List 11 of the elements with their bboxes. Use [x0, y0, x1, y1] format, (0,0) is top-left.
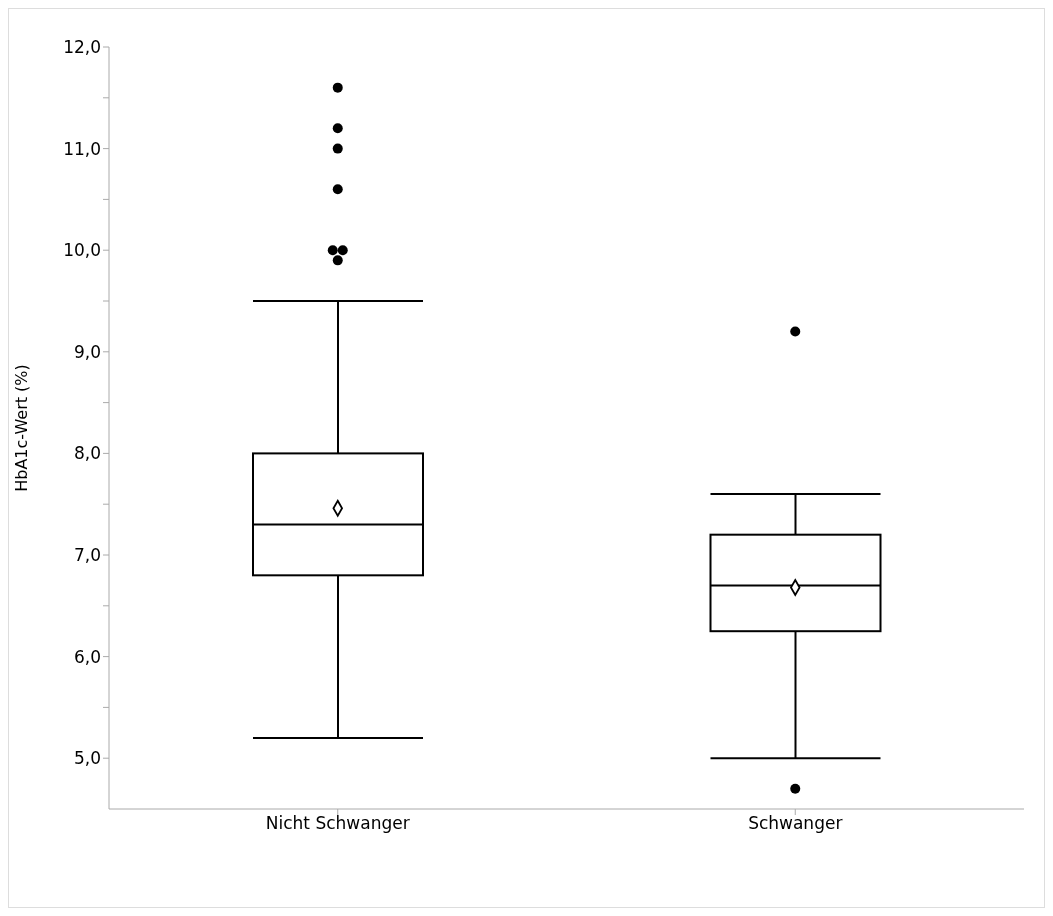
y-axis-title: HbA1c-Wert (%) [11, 364, 31, 492]
y-tick-label: 10,0 [63, 240, 101, 261]
y-tick-label: 12,0 [63, 37, 101, 58]
y-tick-label: 7,0 [73, 545, 101, 566]
x-tick-label: Nicht Schwanger [265, 813, 410, 834]
y-tick-label: 6,0 [73, 646, 101, 667]
y-tick-label: 5,0 [73, 748, 101, 769]
y-tick-label: 8,0 [73, 443, 101, 464]
y-tick-label: 9,0 [73, 341, 101, 362]
y-tick-label: 11,0 [63, 138, 101, 159]
x-tick-label: Schwanger [748, 813, 843, 834]
